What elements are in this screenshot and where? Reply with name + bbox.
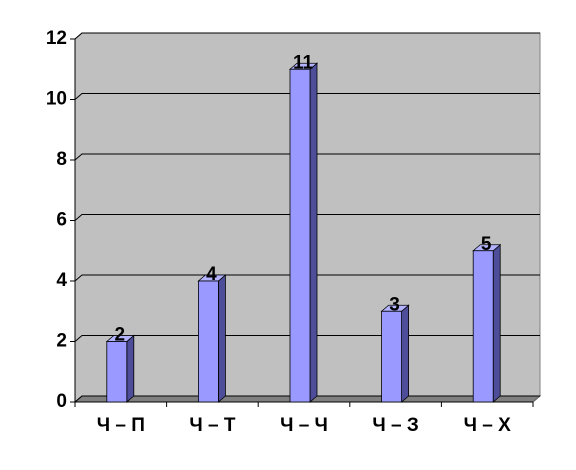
grid-line <box>74 274 540 282</box>
bar-side <box>401 304 410 403</box>
x-tick-label: Ч – Т <box>189 415 235 436</box>
grid-line <box>74 93 540 100</box>
y-tick-label: 10 <box>46 89 67 110</box>
grid-line <box>74 214 540 221</box>
data-label: 5 <box>481 234 492 255</box>
y-tick-label: 6 <box>56 210 67 231</box>
data-label: 4 <box>206 264 217 285</box>
bar-side <box>126 334 135 403</box>
data-label: 2 <box>115 325 126 346</box>
bar <box>472 250 494 403</box>
bar <box>197 280 219 403</box>
bar <box>289 68 311 403</box>
y-tick-label: 4 <box>56 270 67 291</box>
y-tick-label: 0 <box>56 391 67 412</box>
y-tick-label: 8 <box>56 149 67 170</box>
bar-side <box>492 243 501 403</box>
x-tick-label: Ч – Х <box>464 415 511 436</box>
grid-line <box>74 153 540 161</box>
bar-side <box>309 62 318 403</box>
x-tick-label: Ч – Ч <box>280 415 328 436</box>
x-tick-label: Ч – З <box>372 415 418 436</box>
data-label: 3 <box>389 294 400 315</box>
bar <box>381 310 403 403</box>
y-tick-label: 12 <box>46 28 67 49</box>
x-tick-label: Ч – П <box>97 415 145 436</box>
grid-line <box>74 32 540 40</box>
bar <box>106 341 128 403</box>
data-label: 11 <box>293 52 314 73</box>
y-tick-label: 2 <box>56 331 67 352</box>
bar-side <box>217 274 226 403</box>
